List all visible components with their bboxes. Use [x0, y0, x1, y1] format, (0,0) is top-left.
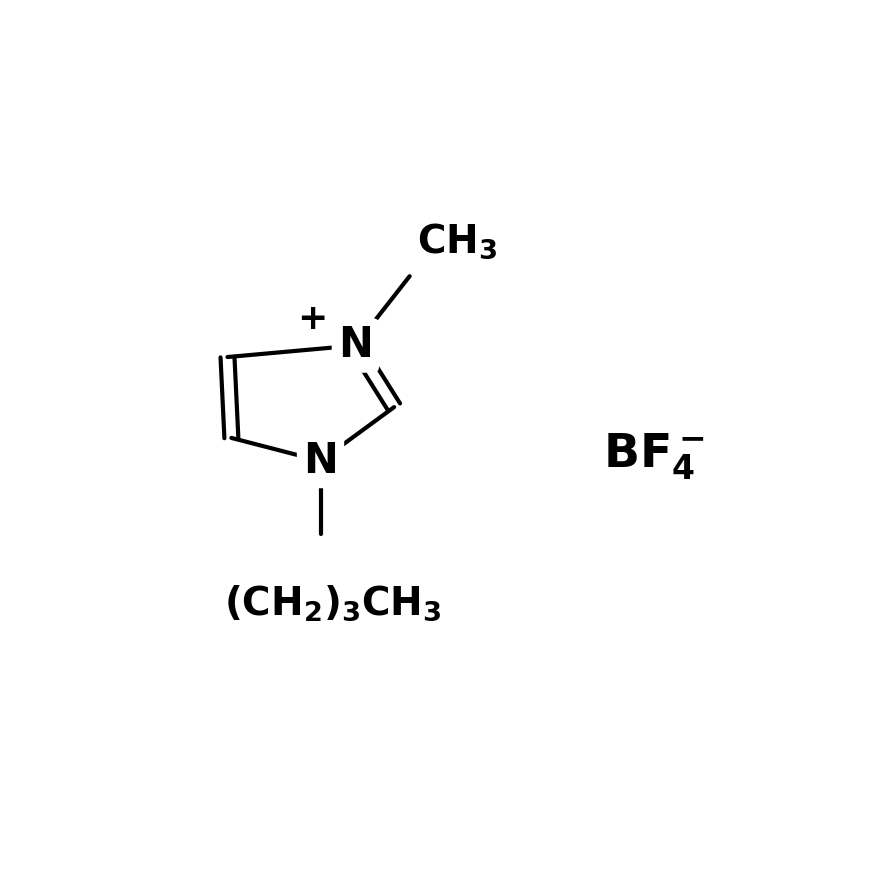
Text: $\mathregular{CH_3}$: $\mathregular{CH_3}$ — [417, 222, 498, 262]
Text: N: N — [338, 325, 373, 367]
Text: $\mathregular{BF_4^-}$: $\mathregular{BF_4^-}$ — [603, 432, 705, 482]
Text: +: + — [297, 302, 328, 336]
Text: N: N — [303, 440, 338, 482]
Text: $\mathregular{(CH_2)_3CH_3}$: $\mathregular{(CH_2)_3CH_3}$ — [223, 584, 441, 623]
